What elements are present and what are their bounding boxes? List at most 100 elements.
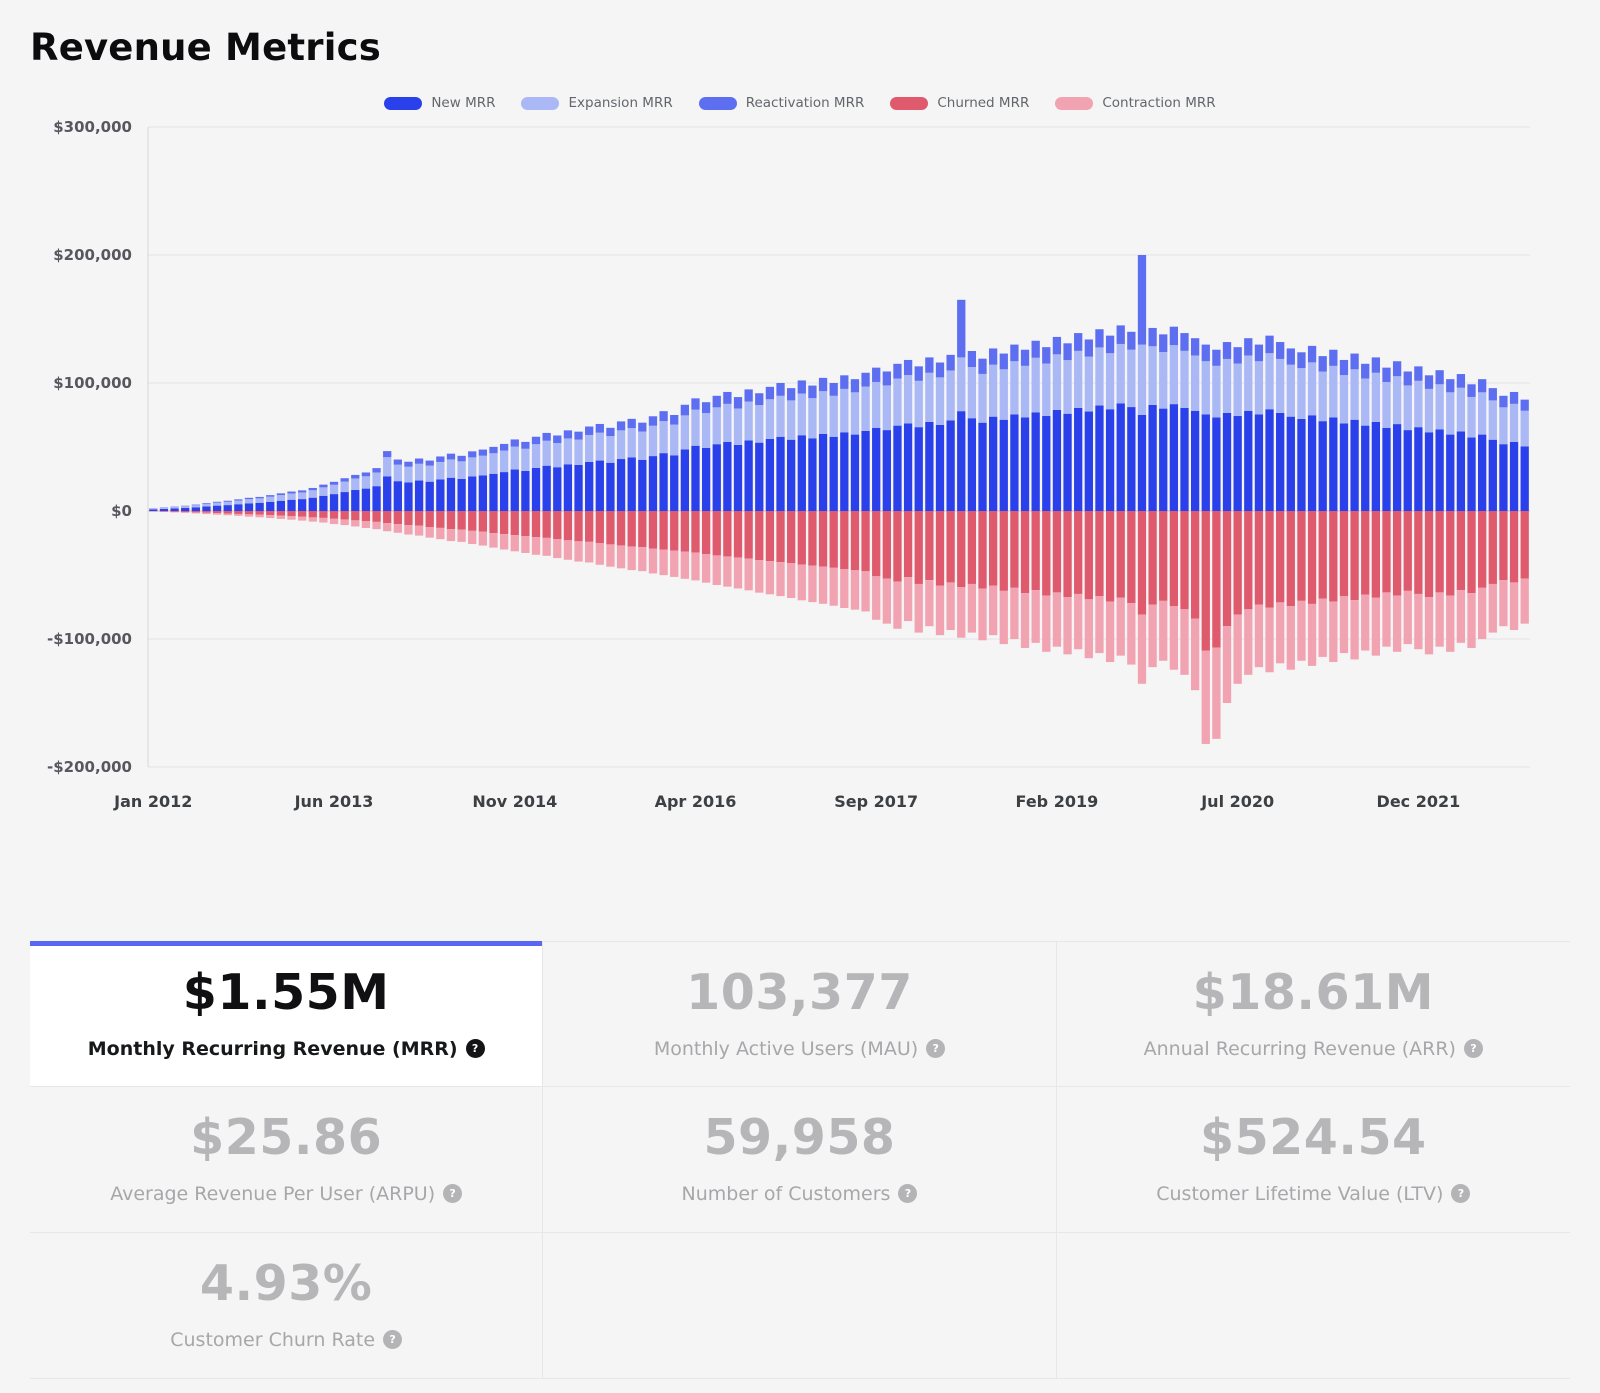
bar-reactivation-mrr[interactable]: [298, 490, 307, 493]
bar-churned-mrr[interactable]: [659, 511, 668, 550]
bar-new-mrr[interactable]: [244, 503, 254, 511]
bar-expansion-mrr[interactable]: [1180, 350, 1189, 408]
bar-contraction-mrr[interactable]: [202, 512, 211, 515]
bar-contraction-mrr[interactable]: [361, 521, 371, 529]
bar-new-mrr[interactable]: [925, 421, 934, 511]
bar-new-mrr[interactable]: [935, 424, 945, 511]
bar-new-mrr[interactable]: [701, 447, 711, 511]
bar-churned-mrr[interactable]: [1127, 511, 1136, 604]
bar-contraction-mrr[interactable]: [691, 552, 700, 581]
bar-new-mrr[interactable]: [1286, 416, 1295, 511]
bar-new-mrr[interactable]: [648, 456, 658, 511]
bar-expansion-mrr[interactable]: [255, 498, 264, 503]
bar-new-mrr[interactable]: [159, 508, 169, 511]
bar-new-mrr[interactable]: [680, 449, 689, 511]
bar-new-mrr[interactable]: [1488, 439, 1497, 511]
bar-churned-mrr[interactable]: [1244, 511, 1253, 610]
bar-reactivation-mrr[interactable]: [1244, 338, 1253, 356]
bar-contraction-mrr[interactable]: [521, 536, 530, 553]
bar-expansion-mrr[interactable]: [723, 403, 732, 442]
bar-contraction-mrr[interactable]: [170, 511, 179, 513]
bar-churned-mrr[interactable]: [478, 511, 488, 532]
bar-expansion-mrr[interactable]: [1020, 365, 1030, 418]
bar-churned-mrr[interactable]: [978, 511, 987, 589]
bar-new-mrr[interactable]: [202, 506, 211, 511]
bar-reactivation-mrr[interactable]: [882, 371, 891, 386]
bar-reactivation-mrr[interactable]: [733, 397, 743, 409]
bar-reactivation-mrr[interactable]: [638, 422, 647, 432]
bar-reactivation-mrr[interactable]: [829, 383, 838, 396]
bar-expansion-mrr[interactable]: [478, 455, 488, 476]
bar-reactivation-mrr[interactable]: [925, 357, 934, 373]
bar-reactivation-mrr[interactable]: [521, 441, 530, 449]
bar-expansion-mrr[interactable]: [829, 395, 838, 437]
bar-churned-mrr[interactable]: [1201, 511, 1210, 651]
bar-reactivation-mrr[interactable]: [1297, 352, 1306, 369]
bar-churned-mrr[interactable]: [925, 511, 934, 581]
bar-expansion-mrr[interactable]: [1329, 365, 1338, 418]
bar-contraction-mrr[interactable]: [1435, 592, 1444, 647]
bar-contraction-mrr[interactable]: [372, 521, 381, 530]
bar-expansion-mrr[interactable]: [1095, 347, 1104, 406]
bar-contraction-mrr[interactable]: [946, 582, 955, 631]
bar-reactivation-mrr[interactable]: [1169, 326, 1179, 346]
bar-contraction-mrr[interactable]: [1148, 604, 1157, 668]
bar-new-mrr[interactable]: [446, 477, 456, 511]
bar-reactivation-mrr[interactable]: [287, 491, 296, 494]
bar-contraction-mrr[interactable]: [1222, 626, 1232, 703]
bar-new-mrr[interactable]: [1116, 403, 1125, 511]
bar-churned-mrr[interactable]: [1148, 511, 1157, 605]
bar-contraction-mrr[interactable]: [1350, 600, 1359, 660]
bar-reactivation-mrr[interactable]: [308, 487, 317, 491]
bar-expansion-mrr[interactable]: [489, 453, 498, 474]
bar-expansion-mrr[interactable]: [1222, 358, 1232, 413]
bar-reactivation-mrr[interactable]: [446, 453, 456, 460]
bar-contraction-mrr[interactable]: [723, 556, 732, 587]
bar-new-mrr[interactable]: [531, 467, 541, 511]
bar-expansion-mrr[interactable]: [1137, 344, 1147, 415]
bar-new-mrr[interactable]: [521, 470, 530, 511]
bar-reactivation-mrr[interactable]: [212, 501, 222, 503]
bar-contraction-mrr[interactable]: [340, 519, 349, 526]
bar-contraction-mrr[interactable]: [414, 525, 424, 536]
bar-churned-mrr[interactable]: [1020, 511, 1030, 594]
bar-new-mrr[interactable]: [489, 473, 498, 511]
bar-contraction-mrr[interactable]: [531, 537, 541, 555]
bar-contraction-mrr[interactable]: [1116, 597, 1125, 656]
bar-expansion-mrr[interactable]: [1371, 372, 1380, 422]
bar-expansion-mrr[interactable]: [1435, 384, 1444, 430]
bar-reactivation-mrr[interactable]: [744, 389, 753, 402]
bar-reactivation-mrr[interactable]: [670, 415, 679, 425]
bar-churned-mrr[interactable]: [244, 511, 254, 515]
bar-reactivation-mrr[interactable]: [181, 505, 190, 507]
bar-new-mrr[interactable]: [903, 423, 913, 511]
help-icon[interactable]: ?: [465, 1039, 485, 1059]
help-icon[interactable]: ?: [383, 1330, 403, 1350]
bar-churned-mrr[interactable]: [1180, 511, 1189, 610]
bar-contraction-mrr[interactable]: [595, 543, 604, 565]
bar-reactivation-mrr[interactable]: [361, 472, 371, 477]
bar-churned-mrr[interactable]: [563, 511, 573, 541]
bar-churned-mrr[interactable]: [1010, 511, 1019, 588]
bar-expansion-mrr[interactable]: [1456, 387, 1466, 432]
bar-expansion-mrr[interactable]: [531, 444, 541, 468]
bar-contraction-mrr[interactable]: [893, 581, 902, 629]
bar-new-mrr[interactable]: [1318, 421, 1327, 511]
bar-reactivation-mrr[interactable]: [531, 436, 541, 445]
bar-contraction-mrr[interactable]: [1127, 603, 1136, 665]
bar-expansion-mrr[interactable]: [1467, 396, 1476, 438]
bar-new-mrr[interactable]: [946, 420, 955, 511]
bar-churned-mrr[interactable]: [818, 511, 828, 567]
bar-contraction-mrr[interactable]: [1467, 593, 1476, 648]
bar-expansion-mrr[interactable]: [585, 434, 594, 462]
bar-new-mrr[interactable]: [1233, 416, 1242, 511]
bar-reactivation-mrr[interactable]: [1488, 388, 1497, 401]
bar-contraction-mrr[interactable]: [510, 535, 519, 552]
bar-churned-mrr[interactable]: [1424, 511, 1434, 598]
bar-reactivation-mrr[interactable]: [701, 402, 711, 414]
bar-new-mrr[interactable]: [351, 490, 360, 511]
bar-churned-mrr[interactable]: [1159, 511, 1168, 601]
bar-expansion-mrr[interactable]: [1478, 392, 1487, 435]
bar-expansion-mrr[interactable]: [776, 395, 785, 437]
bar-churned-mrr[interactable]: [1403, 511, 1412, 591]
